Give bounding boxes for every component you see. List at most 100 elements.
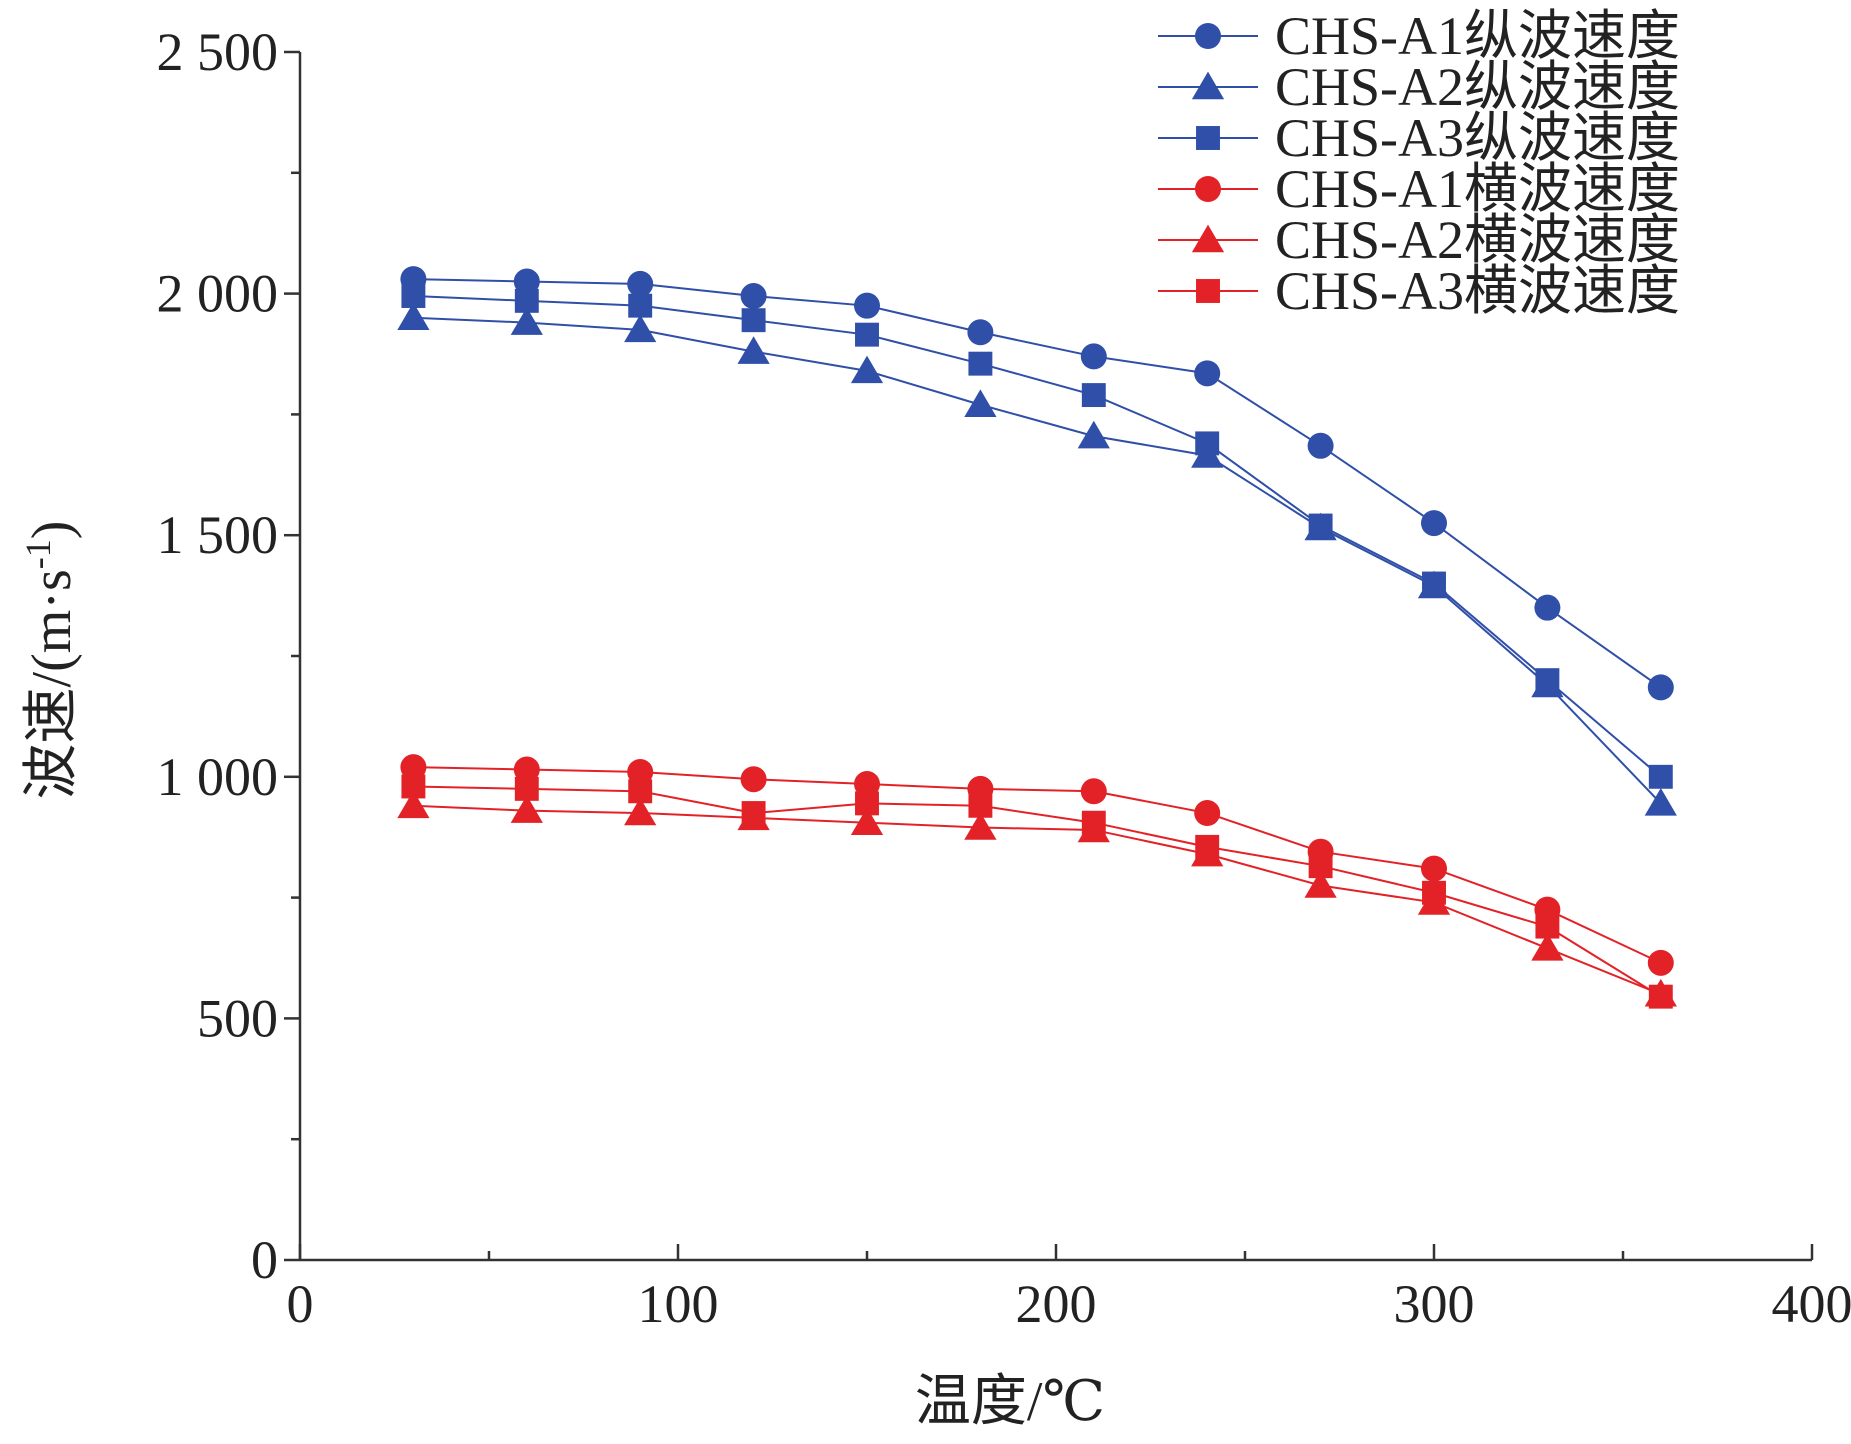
- data-point: [854, 771, 880, 798]
- legend-marker: [1196, 126, 1220, 150]
- data-point: [1081, 810, 1106, 835]
- legend-label: CHS-A1纵波速度: [1275, 6, 1680, 66]
- y-axis-title-main: 波速/(m·s: [21, 569, 83, 799]
- data-point: [1421, 855, 1447, 882]
- legend-marker: [1191, 224, 1225, 253]
- data-point: [510, 307, 543, 335]
- data-point: [1648, 764, 1673, 789]
- data-point: [1081, 383, 1106, 408]
- data-point: [855, 322, 879, 347]
- data-point: [1080, 343, 1107, 370]
- data-point: [514, 776, 539, 801]
- data-point: [1535, 914, 1560, 939]
- series-line: [413, 766, 1662, 964]
- data-point: [624, 797, 657, 826]
- legend-marker: [1195, 23, 1221, 49]
- series-line: [413, 295, 1662, 778]
- data-point: [850, 355, 884, 384]
- data-point: [964, 812, 997, 840]
- series-3: [401, 284, 1673, 789]
- data-point: [1304, 870, 1337, 898]
- data-point: [740, 766, 767, 793]
- y-tick-label: 2 500: [157, 22, 279, 82]
- x-tick-label: 400: [1772, 1274, 1851, 1334]
- data-point: [1422, 880, 1446, 905]
- y-tick-label: 1 500: [157, 505, 279, 565]
- data-point: [854, 292, 880, 319]
- legend-item: CHS-A1纵波速度: [1158, 6, 1680, 66]
- legend-item: CHS-A1横波速度: [1158, 159, 1680, 219]
- axes: 0 100 200 300 400 0 500 1 000 1 500 2 000 2 500: [157, 22, 1851, 1334]
- plot-area: [397, 266, 1677, 1009]
- data-point: [1647, 674, 1674, 701]
- data-point: [401, 774, 426, 799]
- data-point: [968, 793, 993, 818]
- data-point: [1422, 571, 1446, 596]
- x-tick-label: 300: [1394, 1274, 1475, 1334]
- y-tick-label: 500: [197, 988, 278, 1048]
- y-axis-title-close: ): [21, 521, 83, 540]
- x-tick-label: 100: [638, 1274, 719, 1334]
- legend-item: CHS-A3横波速度: [1158, 261, 1680, 321]
- series-line: [413, 278, 1662, 689]
- data-point: [401, 284, 426, 308]
- y-axis-title-superscript: -1: [18, 539, 58, 569]
- data-point: [397, 302, 430, 331]
- legend-marker: [1191, 71, 1225, 100]
- y-tick-label: 2 000: [157, 264, 279, 324]
- data-point: [1644, 788, 1677, 816]
- data-point: [1195, 431, 1220, 456]
- data-point: [1648, 984, 1673, 1009]
- legend: CHS-A1纵波速度CHS-A2纵波速度CHS-A3纵波速度CHS-A1横波速度…: [1158, 6, 1680, 321]
- data-point: [737, 336, 770, 364]
- y-tick-label: 0: [251, 1230, 278, 1290]
- series-6: [401, 774, 1673, 1009]
- legend-label: CHS-A1横波速度: [1275, 159, 1680, 219]
- data-point: [1534, 594, 1561, 621]
- data-point: [400, 754, 427, 781]
- legend-item: CHS-A2横波速度: [1158, 210, 1680, 270]
- legend-label: CHS-A2横波速度: [1275, 210, 1680, 270]
- data-point: [397, 790, 430, 819]
- series-line: [413, 804, 1662, 996]
- data-point: [510, 795, 543, 823]
- series-1: [400, 266, 1674, 701]
- x-tick-label: 0: [287, 1274, 314, 1334]
- series-5: [397, 790, 1677, 1007]
- data-point: [740, 283, 767, 310]
- legend-marker: [1195, 176, 1221, 202]
- data-point: [1080, 778, 1107, 805]
- data-point: [967, 319, 994, 346]
- data-point: [1535, 668, 1560, 693]
- data-point: [624, 314, 657, 343]
- data-point: [741, 801, 766, 825]
- data-point: [1194, 800, 1221, 827]
- series-4: [400, 754, 1674, 976]
- data-point: [1421, 510, 1447, 537]
- data-point: [513, 268, 540, 295]
- y-tick-label: 1 000: [157, 747, 279, 807]
- legend-marker: [1196, 279, 1220, 303]
- x-tick-label: 200: [1016, 1274, 1097, 1334]
- data-point: [1308, 513, 1333, 538]
- data-point: [1647, 949, 1674, 976]
- data-point: [628, 293, 653, 318]
- series-line: [413, 316, 1662, 805]
- data-point: [850, 807, 884, 835]
- data-point: [627, 758, 654, 785]
- data-point: [968, 351, 993, 376]
- data-point: [1531, 932, 1564, 961]
- data-point: [628, 779, 653, 804]
- legend-item: CHS-A2纵波速度: [1158, 57, 1680, 117]
- data-point: [514, 288, 539, 313]
- data-point: [1308, 854, 1333, 879]
- data-point: [855, 791, 879, 816]
- legend-label: CHS-A2纵波速度: [1275, 57, 1680, 117]
- data-point: [1195, 834, 1220, 859]
- data-point: [1194, 360, 1221, 387]
- legend-label: CHS-A3横波速度: [1275, 261, 1680, 321]
- data-point: [964, 389, 997, 418]
- data-point: [741, 308, 766, 333]
- data-point: [627, 270, 654, 297]
